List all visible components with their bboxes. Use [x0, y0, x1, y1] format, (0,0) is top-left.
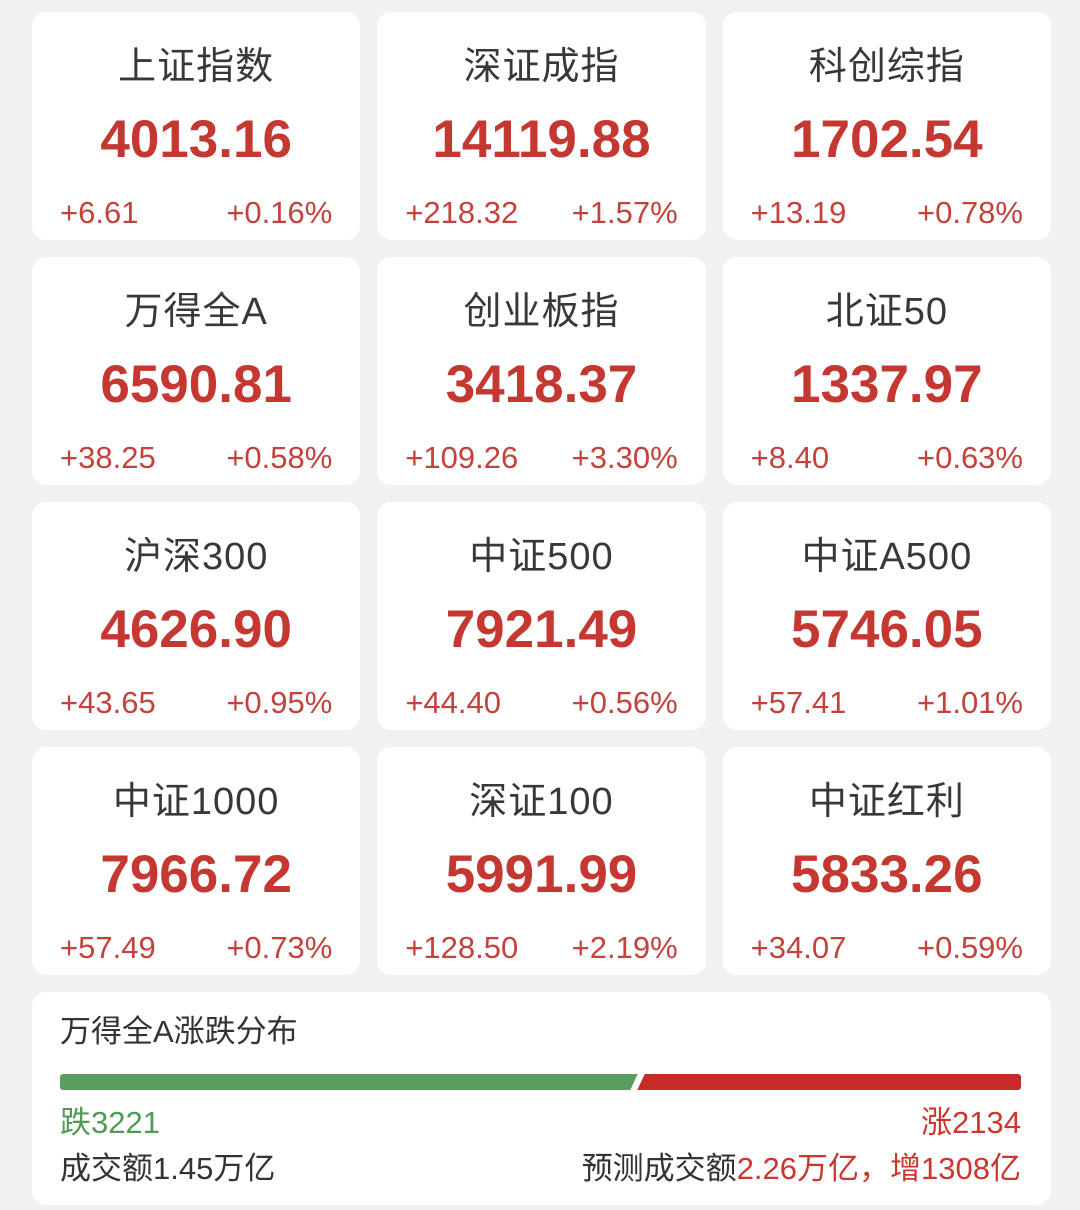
- index-card[interactable]: 中证红利 5833.26 +34.07 +0.59%: [722, 747, 1051, 975]
- index-change: +109.26: [405, 440, 519, 475]
- index-card[interactable]: 北证50 1337.97 +8.40 +0.63%: [722, 257, 1051, 485]
- index-change-percent: +0.58%: [226, 440, 333, 475]
- index-change: +57.49: [60, 930, 156, 965]
- index-name: 创业板指: [463, 291, 620, 333]
- index-change-percent: +0.16%: [226, 195, 333, 230]
- index-name: 沪深300: [123, 536, 269, 578]
- index-card-grid: 上证指数 4013.16 +6.61 +0.16% 深证成指 14119.88 …: [32, 12, 1051, 975]
- index-card[interactable]: 科创综指 1702.54 +13.19 +0.78%: [722, 12, 1051, 240]
- index-name: 中证A500: [801, 536, 973, 578]
- index-change-percent: +0.95%: [226, 685, 333, 720]
- distribution-bar: [60, 1074, 1021, 1090]
- index-change-percent: +1.01%: [916, 685, 1023, 720]
- index-name: 上证指数: [118, 46, 275, 88]
- index-value: 1337.97: [791, 355, 983, 414]
- index-card[interactable]: 中证1000 7966.72 +57.49 +0.73%: [32, 747, 361, 975]
- index-change: +6.61: [60, 195, 139, 230]
- index-name: 科创综指: [808, 46, 965, 88]
- index-change-percent: +1.57%: [571, 195, 678, 230]
- index-value: 7921.49: [445, 600, 638, 659]
- index-card[interactable]: 深证100 5991.99 +128.50 +2.19%: [377, 747, 706, 975]
- up-count-label: 涨2134: [921, 1105, 1021, 1140]
- index-change: +57.41: [750, 685, 847, 720]
- index-name: 深证成指: [463, 46, 620, 88]
- forecast-value: 2.26万亿，: [736, 1151, 891, 1186]
- index-value: 6590.81: [100, 355, 292, 414]
- index-value: 5833.26: [791, 845, 983, 904]
- index-card[interactable]: 中证500 7921.49 +44.40 +0.56%: [377, 502, 706, 730]
- forecast-increase: 增1308亿: [890, 1151, 1021, 1186]
- index-change-percent: +0.56%: [571, 685, 678, 720]
- index-card[interactable]: 上证指数 4013.16 +6.61 +0.16%: [32, 12, 361, 240]
- index-change-percent: +2.19%: [571, 930, 678, 965]
- index-card[interactable]: 万得全A 6590.81 +38.25 +0.58%: [32, 257, 361, 485]
- index-card[interactable]: 沪深300 4626.90 +43.65 +0.95%: [32, 502, 361, 730]
- index-change-percent: +3.30%: [571, 440, 678, 475]
- index-change: +8.40: [750, 440, 830, 475]
- index-name: 中证500: [469, 536, 614, 578]
- index-value: 3418.37: [445, 355, 638, 414]
- index-change-percent: +0.73%: [226, 930, 333, 965]
- distribution-bar-down-segment: [60, 1074, 637, 1090]
- index-name: 中证红利: [808, 781, 965, 823]
- index-change-percent: +0.59%: [916, 930, 1023, 965]
- index-name: 深证100: [469, 781, 614, 823]
- index-value: 7966.72: [100, 845, 292, 904]
- index-card[interactable]: 创业板指 3418.37 +109.26 +3.30%: [377, 257, 706, 485]
- index-value: 5991.99: [445, 845, 638, 904]
- index-change: +43.65: [60, 685, 156, 720]
- index-change: +44.40: [405, 685, 502, 720]
- index-value: 4013.16: [100, 110, 292, 169]
- index-value: 5746.05: [791, 600, 983, 659]
- index-value: 1702.54: [791, 110, 983, 169]
- forecast-label: 预测成交额2.26万亿，增1308亿: [582, 1153, 1021, 1184]
- index-name: 中证1000: [112, 781, 280, 823]
- forecast-prefix: 预测成交额: [581, 1151, 737, 1186]
- distribution-bar-up-segment: [636, 1074, 1021, 1090]
- index-change: +218.32: [405, 195, 519, 230]
- index-change-percent: +0.78%: [916, 195, 1023, 230]
- index-value: 14119.88: [432, 110, 651, 169]
- index-value: 4626.90: [100, 600, 292, 659]
- index-card[interactable]: 中证A500 5746.05 +57.41 +1.01%: [722, 502, 1051, 730]
- index-change: +34.07: [750, 930, 847, 965]
- index-name: 北证50: [825, 291, 948, 333]
- index-change: +128.50: [405, 930, 519, 965]
- index-change: +13.19: [750, 195, 847, 230]
- distribution-card[interactable]: 万得全A涨跌分布 跌3221 涨2134 成交额1.45万亿 预测成交额2.26…: [32, 992, 1051, 1205]
- turnover-label: 成交额1.45万亿: [60, 1151, 276, 1186]
- index-change-percent: +0.63%: [916, 440, 1023, 475]
- index-name: 万得全A: [124, 291, 268, 333]
- index-change: +38.25: [60, 440, 156, 475]
- down-count-label: 跌3221: [60, 1105, 160, 1140]
- index-card[interactable]: 深证成指 14119.88 +218.32 +1.57%: [377, 12, 706, 240]
- distribution-title: 万得全A涨跌分布: [60, 1014, 298, 1049]
